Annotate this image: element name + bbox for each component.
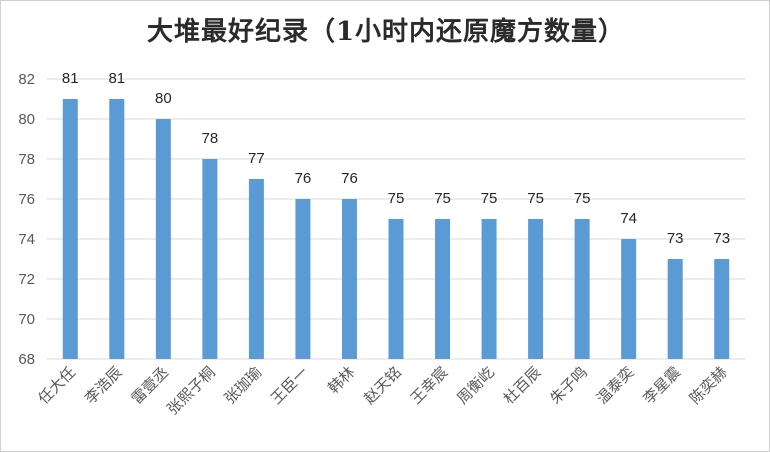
- data-label: 73: [713, 230, 730, 247]
- data-label: 75: [481, 190, 498, 207]
- bar: [248, 179, 264, 359]
- data-label: 81: [108, 70, 125, 87]
- x-tick-label: 陈奕赫: [686, 363, 731, 408]
- y-tick-label: 82: [18, 71, 35, 88]
- bar: [574, 219, 590, 359]
- bar: [109, 99, 125, 359]
- data-label: 77: [248, 150, 265, 167]
- x-tick-label: 张熙子桐: [164, 363, 219, 418]
- x-tick-label: 赵天铭: [360, 363, 405, 408]
- chart-title: 大堆最好纪录（1小时内还原魔方数量）: [146, 17, 626, 47]
- bar: [528, 219, 544, 359]
- data-label: 76: [341, 170, 358, 187]
- x-tick-label: 周衡屹: [453, 363, 498, 408]
- bar: [62, 99, 78, 359]
- x-tick-label: 朱子鸣: [546, 363, 591, 408]
- y-axis: 68 70 72 74 76 78 80 82: [18, 71, 35, 368]
- bars: [62, 99, 730, 359]
- y-tick-label: 80: [18, 111, 35, 128]
- x-tick-label: 李星震: [639, 363, 684, 408]
- bar: [388, 219, 404, 359]
- data-label: 75: [574, 190, 591, 207]
- x-tick-label: 王幸宸: [407, 363, 452, 408]
- bar: [155, 119, 171, 359]
- x-tick-label: 张珈瑜: [221, 363, 266, 408]
- data-label: 78: [202, 130, 219, 147]
- data-labels: 81 81 80 78 77 76 76 75 75 75 75 75 74 73 73: [62, 70, 730, 247]
- bar: [341, 199, 357, 359]
- data-label: 74: [620, 210, 637, 227]
- x-tick-label: 李浩辰: [81, 363, 126, 408]
- data-label: 80: [155, 90, 172, 107]
- x-axis: 任大任 李浩辰 雷壹丞张熙子桐 张珈瑜 王臣一 韩林 赵天铭 王幸宸 周衡屹 杜百辰 朱子鸣 温泰奕李…: [35, 363, 731, 418]
- bar: [435, 219, 451, 359]
- data-label: 81: [62, 70, 79, 87]
- data-label: 75: [434, 190, 451, 207]
- y-tick-label: 70: [18, 311, 35, 328]
- bar: [714, 259, 730, 359]
- bar: [481, 219, 497, 359]
- y-tick-label: 68: [18, 351, 35, 368]
- y-tick-label: 76: [18, 191, 35, 208]
- x-tick-label: 王臣一: [267, 363, 312, 408]
- data-label: 75: [388, 190, 405, 207]
- bar: [295, 199, 311, 359]
- x-tick-label: 雷壹丞: [128, 363, 173, 408]
- data-label: 73: [667, 230, 684, 247]
- x-tick-label: 韩林: [324, 363, 358, 397]
- y-tick-label: 78: [18, 151, 35, 168]
- bar: [621, 239, 637, 359]
- bar: [667, 259, 683, 359]
- data-label: 75: [527, 190, 544, 207]
- x-tick-label: 温泰奕: [593, 363, 638, 408]
- x-tick-label: 任大任: [35, 363, 80, 408]
- x-tick-label: 杜百辰: [500, 363, 545, 408]
- y-tick-label: 74: [18, 231, 35, 248]
- bar: [202, 159, 218, 359]
- data-label: 76: [295, 170, 312, 187]
- y-tick-label: 72: [18, 271, 35, 288]
